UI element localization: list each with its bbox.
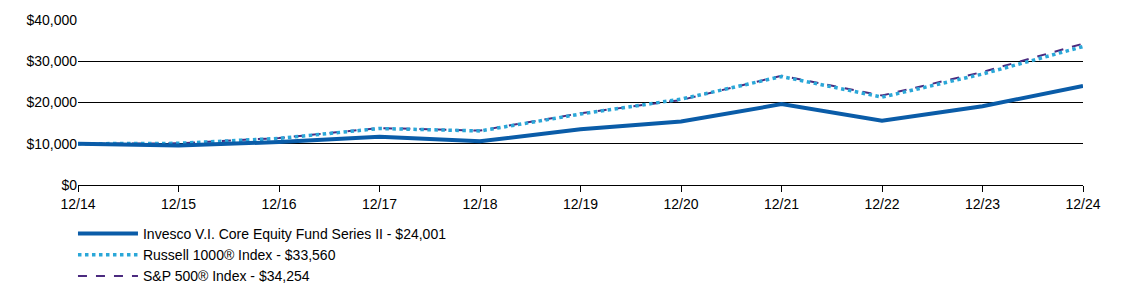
svg-text:S&P 500® Index - $34,254: S&P 500® Index - $34,254 (143, 268, 310, 284)
svg-text:12/14: 12/14 (60, 196, 95, 212)
svg-text:12/15: 12/15 (161, 196, 196, 212)
svg-text:Russell 1000® Index - $33,560: Russell 1000® Index - $33,560 (143, 247, 336, 263)
svg-text:Invesco V.I. Core Equity Fund: Invesco V.I. Core Equity Fund Series II … (143, 226, 446, 242)
svg-text:$40,000: $40,000 (26, 12, 77, 28)
svg-text:12/19: 12/19 (563, 196, 598, 212)
svg-text:12/23: 12/23 (965, 196, 1000, 212)
svg-text:12/21: 12/21 (764, 196, 799, 212)
svg-text:12/16: 12/16 (261, 196, 296, 212)
svg-text:$20,000: $20,000 (26, 94, 77, 110)
svg-text:12/20: 12/20 (663, 196, 698, 212)
svg-text:$10,000: $10,000 (26, 136, 77, 152)
svg-text:$30,000: $30,000 (26, 53, 77, 69)
svg-text:12/17: 12/17 (362, 196, 397, 212)
svg-text:12/18: 12/18 (462, 196, 497, 212)
svg-text:12/22: 12/22 (864, 196, 899, 212)
svg-text:$0: $0 (61, 177, 77, 193)
svg-text:12/24: 12/24 (1065, 196, 1100, 212)
